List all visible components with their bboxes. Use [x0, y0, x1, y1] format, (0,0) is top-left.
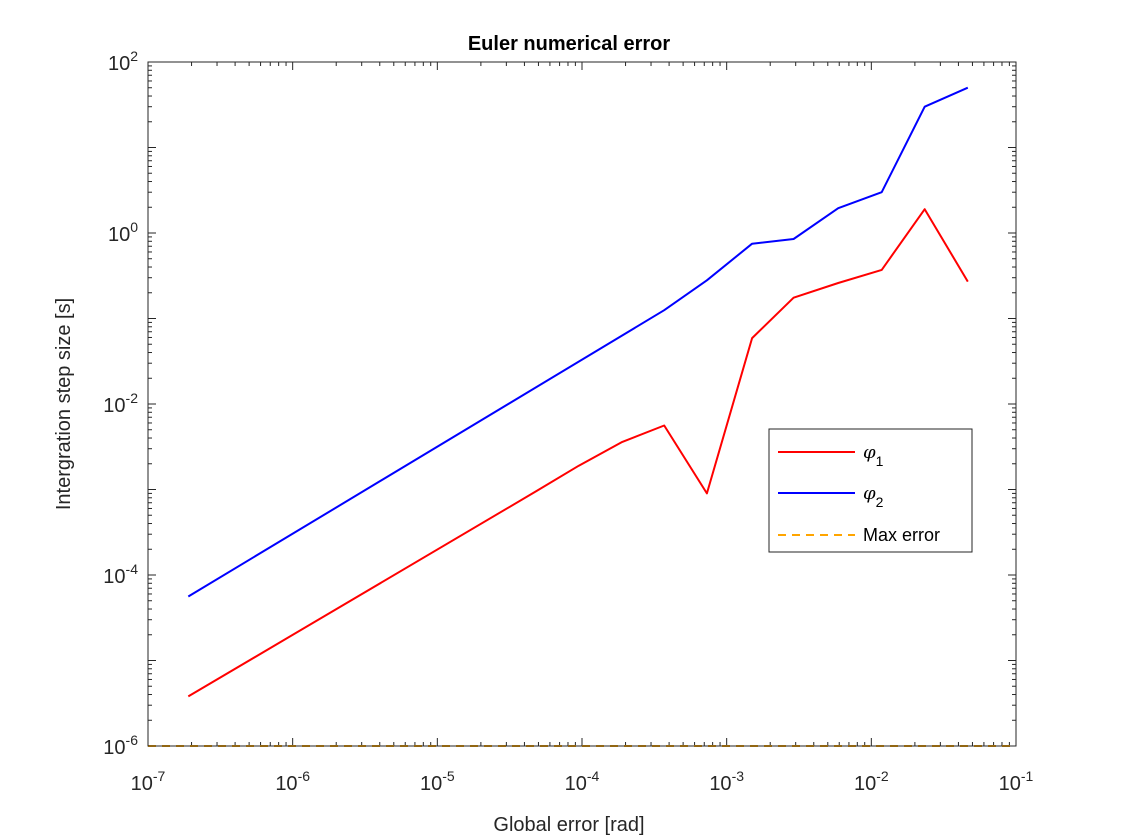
axes-box	[147, 61, 1017, 747]
x-tick-label: 10-3	[709, 768, 744, 795]
legend: φ1 φ2 Max error	[768, 428, 973, 553]
legend-entry-label: Max error	[863, 525, 940, 545]
series-line-1	[187, 208, 969, 698]
x-tick-labels: 10-7 10-6 10-5 10-4 10-3 10-2 10-1	[131, 768, 1034, 795]
x-tick-label: 10-7	[131, 768, 166, 795]
legend-entry-label: φ1	[863, 442, 884, 469]
minor-ticks	[148, 62, 1016, 746]
x-tick-label: 10-4	[565, 768, 600, 795]
y-tick-labels: 10-6 10-4 10-2 100 102	[103, 48, 138, 759]
x-axis-label: Global error [rad]	[493, 814, 644, 836]
legend-box	[768, 428, 973, 553]
y-tick-label: 102	[108, 48, 138, 75]
x-tick-label: 10-5	[420, 768, 455, 795]
y-tick-label: 10-2	[103, 390, 138, 417]
x-tick-label: 10-2	[854, 768, 889, 795]
y-tick-label: 100	[108, 219, 138, 246]
series-line-2	[187, 86, 969, 598]
legend-entry-label: φ2	[863, 483, 884, 510]
plot-area	[148, 62, 1016, 746]
y-axis-label: Intergration step size [s]	[53, 298, 75, 510]
x-tick-label: 10-1	[999, 768, 1034, 795]
y-tick-label: 10-4	[103, 561, 138, 588]
y-tick-label: 10-6	[103, 732, 138, 759]
chart-title: Euler numerical error	[468, 33, 671, 55]
x-tick-label: 10-6	[275, 768, 310, 795]
